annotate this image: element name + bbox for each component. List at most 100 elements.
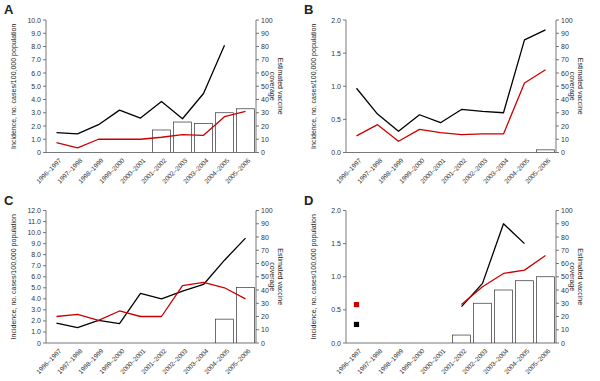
y2-tick-label: 50 <box>561 273 569 280</box>
y-tick-label: 2.0 <box>331 207 341 214</box>
y-tick <box>43 221 46 222</box>
chart-figure: A01.02.03.04.05.06.07.08.09.010.00102030… <box>0 0 600 381</box>
y2-tick <box>556 263 559 264</box>
y-tick <box>43 343 46 344</box>
line <box>57 111 246 147</box>
y2-tick-label: 100 <box>561 207 573 214</box>
x-axis-line <box>346 152 556 153</box>
y-tick <box>343 243 346 244</box>
y2-axis-label-line: Estimated vaccine <box>577 248 584 305</box>
line <box>357 70 546 142</box>
y-tick-label: 5.0 <box>31 83 41 90</box>
y-tick <box>43 86 46 87</box>
y2-tick <box>256 303 259 304</box>
y-tick <box>43 20 46 21</box>
x-tick-label: 2005–2006 <box>224 347 252 375</box>
y2-tick-label: 50 <box>261 273 269 280</box>
y2-tick <box>556 316 559 317</box>
y2-tick <box>556 237 559 238</box>
y2-axis-label: Estimated vaccinecoverage <box>268 58 284 115</box>
line-point <box>355 303 358 306</box>
y-tick-label: 10.0 <box>27 17 41 24</box>
y2-tick-label: 40 <box>561 96 569 103</box>
y2-tick <box>556 33 559 34</box>
y-tick <box>343 119 346 120</box>
y-tick <box>43 232 46 233</box>
bar <box>516 281 534 343</box>
y-tick-label: 8.0 <box>31 251 41 258</box>
marker <box>354 322 359 327</box>
y-tick <box>43 320 46 321</box>
y-tick-label: 2.0 <box>31 123 41 130</box>
y2-tick <box>256 329 259 330</box>
y2-tick <box>556 152 559 153</box>
y-tick-label: 0.0 <box>331 340 341 347</box>
y-tick <box>43 139 46 140</box>
y-tick-label: 1.0 <box>31 136 41 143</box>
y2-tick-label: 70 <box>561 247 569 254</box>
y2-axis-label-line: coverage <box>268 262 276 291</box>
y2-tick <box>256 237 259 238</box>
y-tick <box>43 152 46 153</box>
y2-tick-label: 90 <box>561 220 569 227</box>
y2-tick-label: 90 <box>561 30 569 37</box>
plot-area <box>357 30 555 153</box>
y2-axis-label: Estimated vaccinecoverage <box>568 248 584 305</box>
plot-area <box>354 224 555 343</box>
panel-label: C <box>4 193 14 208</box>
y2-tick <box>556 210 559 211</box>
y-tick <box>343 276 346 277</box>
line <box>462 256 546 305</box>
y2-tick <box>556 20 559 21</box>
y-tick <box>343 53 346 54</box>
y2-tick <box>556 73 559 74</box>
y-tick <box>43 112 46 113</box>
y-axis-label: Incidence, no. cases/100,000 population <box>10 214 18 339</box>
y-tick-label: 12.0 <box>27 207 41 214</box>
y-tick <box>43 46 46 47</box>
x-tick-label: 2005–2006 <box>224 156 252 184</box>
y2-tick <box>256 223 259 224</box>
y2-tick-label: 60 <box>261 70 269 77</box>
y-tick-label: 9.0 <box>31 240 41 247</box>
y-tick-label: 4.0 <box>31 96 41 103</box>
y2-tick-label: 90 <box>261 30 269 37</box>
bar <box>474 303 492 343</box>
y2-tick <box>556 139 559 140</box>
y2-tick-label: 10 <box>561 136 569 143</box>
y2-tick-label: 10 <box>261 136 269 143</box>
y2-tick-label: 70 <box>261 56 269 63</box>
y2-tick-label: 10 <box>561 326 569 333</box>
y2-tick <box>556 126 559 127</box>
y-tick-label: 7.0 <box>31 262 41 269</box>
y-tick-label: 6.0 <box>31 70 41 77</box>
y-tick <box>43 33 46 34</box>
y-tick-label: 8.0 <box>31 43 41 50</box>
y2-tick-label: 60 <box>561 260 569 267</box>
y2-tick-label: 20 <box>561 313 569 320</box>
y-tick-label: 3.0 <box>31 109 41 116</box>
y2-tick-label: 60 <box>261 260 269 267</box>
y2-tick <box>556 86 559 87</box>
y2-tick <box>556 99 559 100</box>
y2-tick-label: 30 <box>261 300 269 307</box>
x-tick-label: 2005–2006 <box>524 156 552 184</box>
y-tick <box>43 298 46 299</box>
bar <box>537 150 555 153</box>
y-axis-label: Incidence, no. cases/100,000 population <box>310 214 318 339</box>
y2-axis-label: Estimated vaccinecoverage <box>568 58 584 115</box>
y2-tick <box>556 303 559 304</box>
panel-label: D <box>304 193 313 208</box>
y2-tick <box>256 33 259 34</box>
bar <box>153 130 171 153</box>
y2-tick <box>256 59 259 60</box>
y-tick <box>43 73 46 74</box>
y-tick <box>43 287 46 288</box>
y-tick <box>43 265 46 266</box>
y-tick-label: 0.0 <box>331 149 341 156</box>
plot-area <box>57 238 255 343</box>
y-tick <box>43 254 46 255</box>
y2-tick-label: 80 <box>561 234 569 241</box>
y2-axis-label-line: coverage <box>568 262 576 291</box>
y2-tick-label: 0 <box>261 149 265 156</box>
